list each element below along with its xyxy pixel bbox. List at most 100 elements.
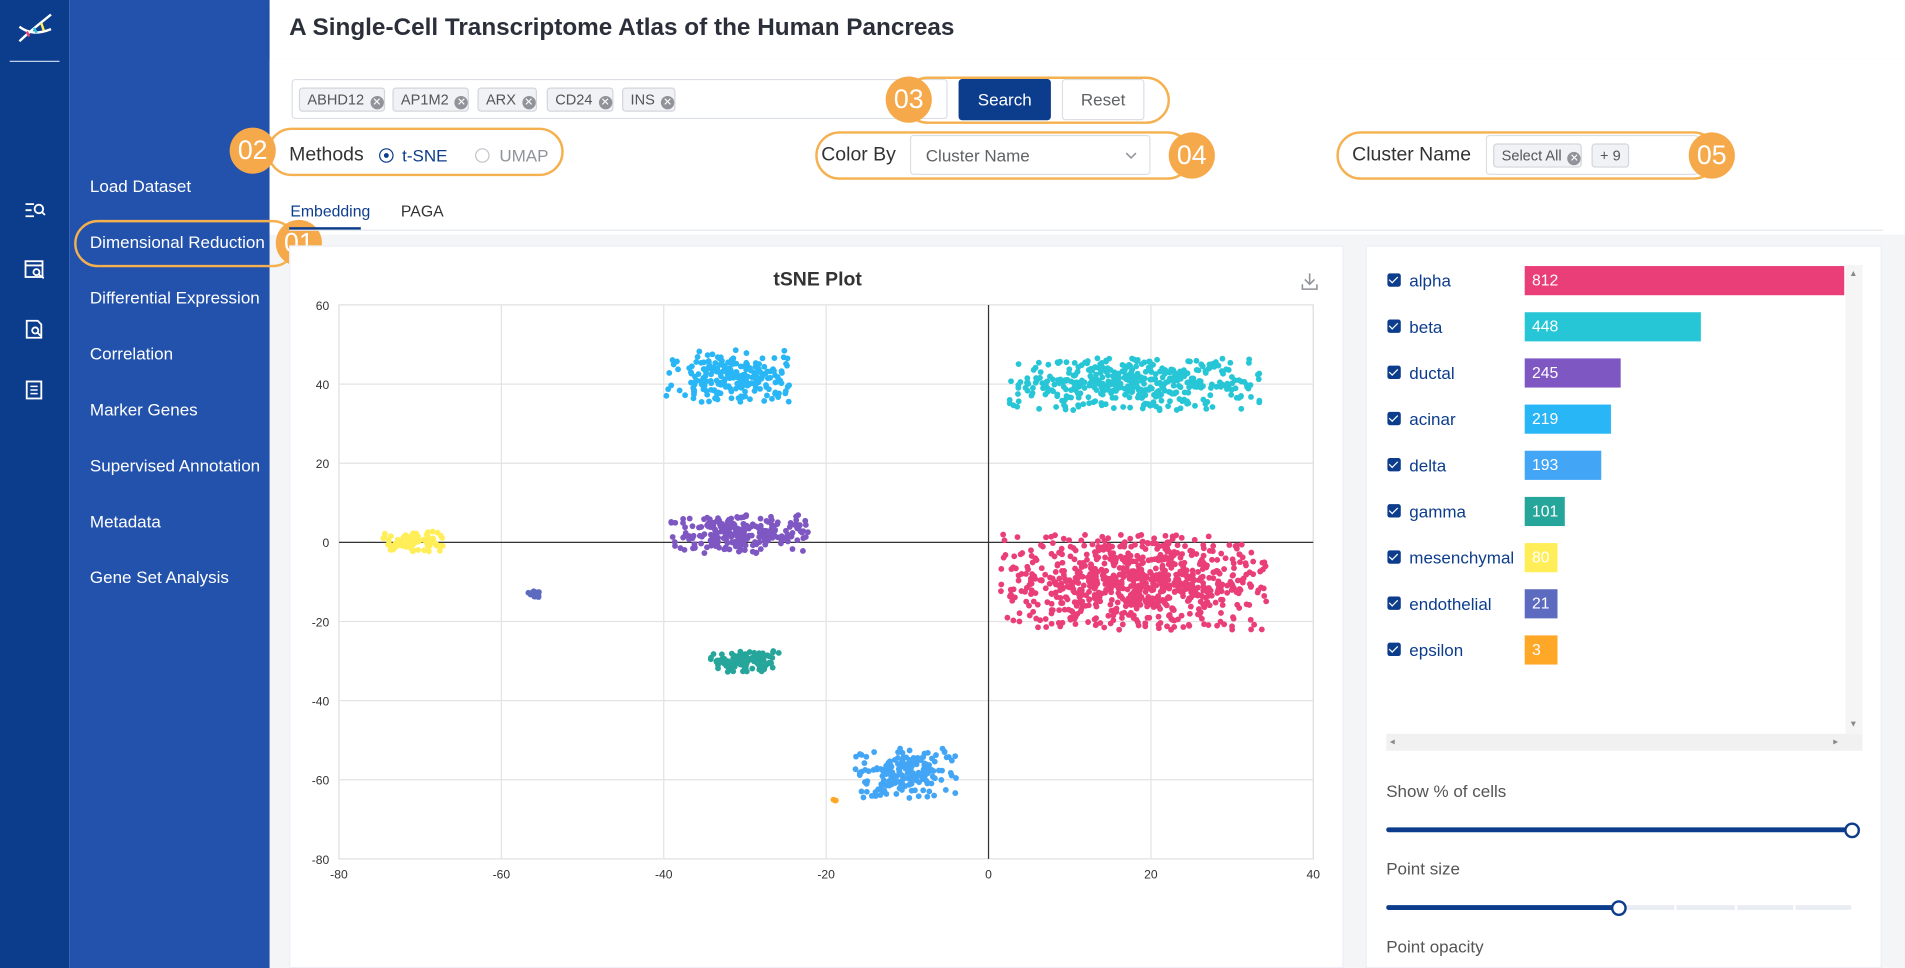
scatter-point-beta: [1142, 386, 1149, 393]
close-icon[interactable]: ✕: [370, 95, 384, 110]
sidebar-item-supervised-annotation[interactable]: Supervised Annotation: [89, 455, 261, 476]
scroll-left-icon[interactable]: ◂: [1389, 736, 1395, 748]
scatter-point-beta: [1207, 385, 1214, 391]
scatter-point-alpha: [1118, 583, 1124, 590]
scatter-point-alpha: [1078, 560, 1085, 567]
legend-count-bar: 101: [1524, 496, 1565, 527]
sidebar-item-metadata[interactable]: Metadata: [89, 511, 161, 531]
close-icon[interactable]: ✕: [454, 95, 469, 110]
scatter-point-beta: [1092, 398, 1099, 405]
document-list-icon[interactable]: [24, 380, 46, 400]
legend-checkbox[interactable]: [1387, 273, 1401, 287]
scatter-point-beta: [1181, 396, 1188, 403]
scatter-point-alpha: [1168, 564, 1175, 571]
tab-embedding[interactable]: Embedding: [290, 201, 371, 220]
gene-search-input[interactable]: ABHD12 ✕ AP1M2 ✕ ARX ✕ CD24 ✕ INS ✕: [291, 78, 948, 120]
scatter-point-beta: [1129, 355, 1135, 362]
tsne-scatter-plot[interactable]: tSNE Plot -80 -60 -40 -20 0 20 40 60 40 20 0 -20 -40…: [289, 245, 1344, 968]
scatter-point-mesenchymal: [424, 542, 431, 549]
legend-checkbox[interactable]: [1387, 642, 1401, 657]
scatter-point-beta: [1100, 380, 1106, 387]
sidebar-item-differential-expression[interactable]: Differential Expression: [89, 287, 260, 308]
point-size-handle[interactable]: [1610, 900, 1627, 917]
color-by-select[interactable]: Cluster Name: [909, 134, 1151, 175]
scatter-point-ductal: [691, 541, 698, 548]
scatter-point-alpha: [1176, 578, 1182, 585]
document-search-icon[interactable]: [24, 319, 46, 339]
search-button[interactable]: Search: [958, 78, 1051, 121]
horizontal-scrollbar[interactable]: ◂ ▸: [1386, 733, 1863, 751]
close-icon[interactable]: ✕: [522, 95, 536, 110]
sidebar-item-dimensional-reduction[interactable]: Dimensional Reduction: [89, 232, 265, 252]
gene-tag-label: ARX: [485, 91, 516, 109]
legend-label[interactable]: mesenchymal: [1409, 547, 1515, 568]
scatter-point-delta: [915, 793, 922, 800]
list-search-icon[interactable]: [24, 200, 46, 219]
scatter-point-beta: [1158, 397, 1165, 404]
scatter-point-alpha: [1093, 615, 1099, 622]
vertical-scrollbar[interactable]: ▲ ▼: [1845, 264, 1863, 734]
scatter-point-acinar: [739, 394, 746, 400]
radio-umap[interactable]: [475, 148, 490, 163]
sidebar-item-marker-genes[interactable]: Marker Genes: [89, 399, 198, 420]
scatter-point-alpha: [1147, 570, 1154, 576]
scatter-point-acinar: [722, 366, 729, 372]
scroll-up-icon[interactable]: ▲: [1849, 269, 1858, 279]
legend-label[interactable]: endothelial: [1409, 594, 1492, 614]
scatter-point-ductal: [711, 533, 718, 540]
legend-label[interactable]: ductal: [1409, 363, 1455, 383]
legend-label[interactable]: delta: [1409, 455, 1447, 476]
legend-checkbox[interactable]: [1387, 504, 1401, 518]
scatter-point-alpha: [1026, 612, 1033, 619]
show-percent-track[interactable]: [1386, 827, 1852, 833]
download-icon[interactable]: [1301, 273, 1318, 290]
close-icon[interactable]: ✕: [1567, 151, 1582, 166]
legend-checkbox[interactable]: [1387, 550, 1401, 564]
show-percent-handle[interactable]: [1844, 822, 1861, 839]
radio-tsne[interactable]: [379, 148, 394, 163]
legend-checkbox[interactable]: [1387, 411, 1401, 426]
tab-paga[interactable]: PAGA: [400, 201, 444, 220]
legend-checkbox[interactable]: [1387, 596, 1401, 610]
scatter-point-alpha: [1170, 552, 1177, 559]
radio-tsne-label[interactable]: t-SNE: [402, 145, 448, 166]
sidebar-item-load-dataset[interactable]: Load Dataset: [89, 176, 192, 196]
scroll-down-icon[interactable]: ▼: [1849, 720, 1858, 729]
scatter-point-beta: [1122, 372, 1129, 378]
legend-checkbox[interactable]: [1387, 319, 1401, 333]
dna-logo-icon[interactable]: [15, 7, 56, 48]
radio-umap-label[interactable]: UMAP: [499, 145, 549, 166]
scatter-point-beta: [1051, 381, 1058, 388]
scatter-point-acinar: [771, 355, 778, 361]
scatter-point-alpha: [1043, 534, 1049, 541]
sidebar-item-correlation[interactable]: Correlation: [89, 343, 174, 364]
browser-search-icon[interactable]: [24, 260, 46, 279]
scatter-point-delta: [904, 765, 911, 772]
cluster-name-select[interactable]: Select All ✕ + 9: [1485, 134, 1699, 175]
scatter-point-alpha: [1200, 552, 1207, 559]
cluster-more-tag[interactable]: + 9: [1591, 143, 1630, 168]
legend-checkbox[interactable]: [1387, 458, 1401, 472]
x-tick-label: 0: [985, 867, 992, 881]
scatter-point-beta: [1150, 361, 1156, 368]
scatter-point-alpha: [1091, 592, 1098, 598]
scatter-point-gamma: [714, 657, 721, 664]
scatter-point-ductal: [738, 546, 745, 553]
scroll-right-icon[interactable]: ▸: [1833, 736, 1839, 748]
close-icon[interactable]: ✕: [598, 95, 612, 110]
sidebar-item-gene-set-analysis[interactable]: Gene Set Analysis: [89, 567, 229, 587]
scatter-point-alpha: [1048, 610, 1055, 617]
scatter-point-beta: [1177, 384, 1184, 391]
close-icon[interactable]: ✕: [660, 95, 675, 110]
legend-checkbox[interactable]: [1387, 365, 1401, 380]
scatter-point-alpha: [1088, 561, 1094, 568]
legend-label[interactable]: epsilon: [1409, 640, 1464, 660]
scatter-point-alpha: [1108, 579, 1115, 586]
legend-label[interactable]: acinar: [1409, 409, 1456, 429]
scatter-point-delta: [908, 787, 915, 794]
legend-label[interactable]: alpha: [1409, 270, 1451, 291]
reset-button[interactable]: Reset: [1061, 78, 1145, 121]
scatter-point-alpha: [1130, 614, 1137, 621]
legend-label[interactable]: gamma: [1409, 501, 1467, 522]
legend-label[interactable]: beta: [1409, 317, 1443, 337]
